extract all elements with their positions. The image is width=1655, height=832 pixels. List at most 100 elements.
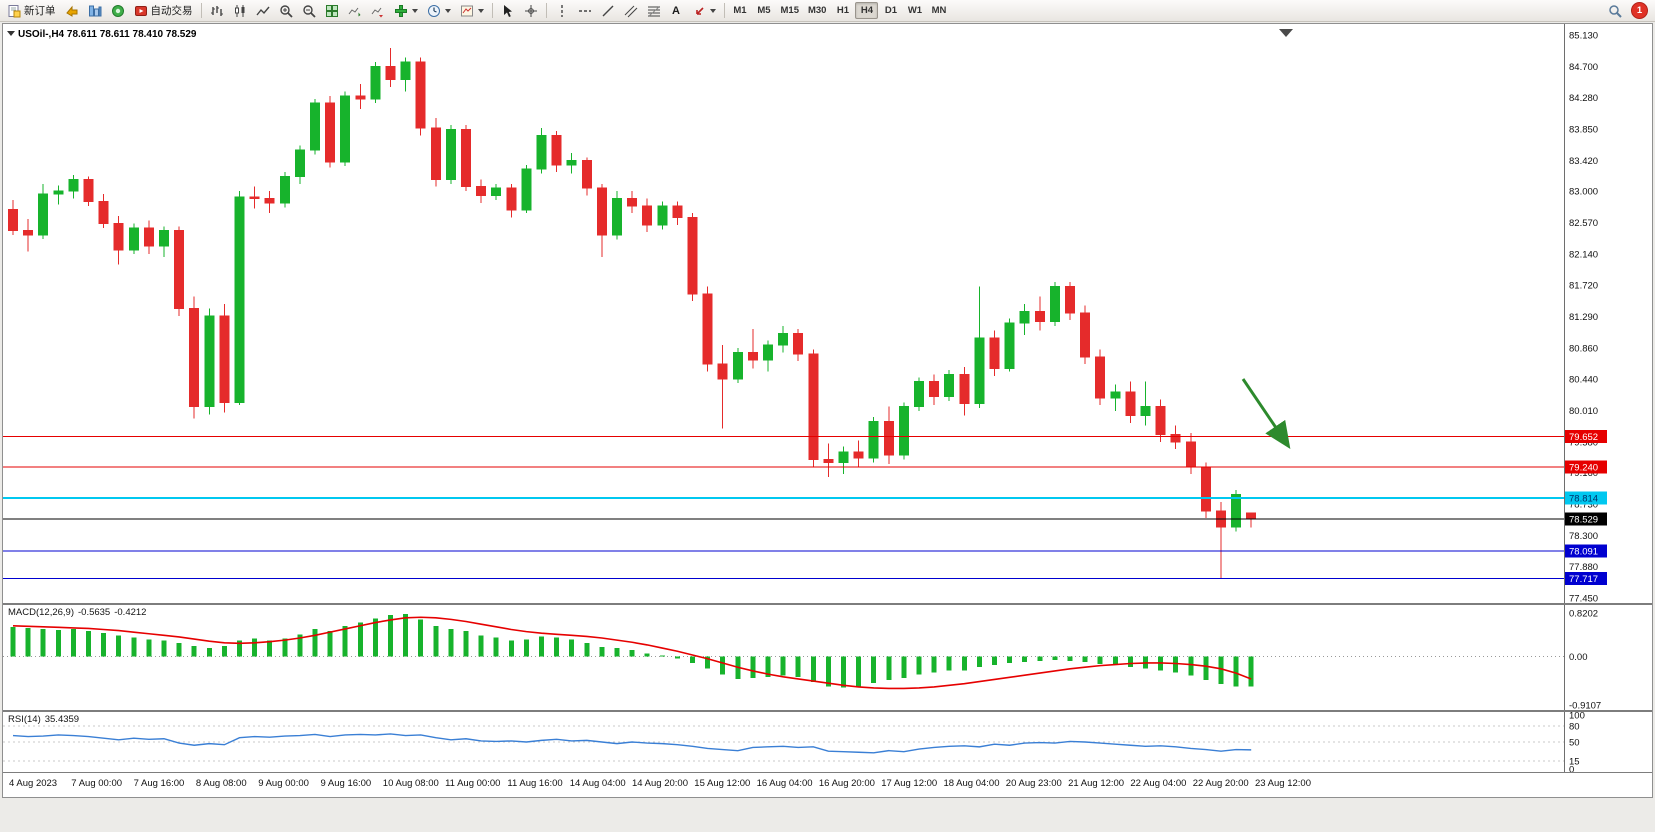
timeframe-h1-button[interactable]: H1 bbox=[831, 2, 854, 19]
cursor-icon bbox=[503, 4, 512, 17]
fibonacci-button[interactable] bbox=[643, 1, 665, 20]
macd-canvas[interactable]: 0.8202 0.00 -0.9107 bbox=[3, 605, 1650, 710]
market-watch-icon bbox=[111, 4, 124, 17]
candlestick-icon bbox=[234, 4, 244, 17]
svg-text:0.00: 0.00 bbox=[1569, 652, 1588, 663]
time-label: 18 Aug 04:00 bbox=[943, 778, 1000, 789]
svg-text:80.440: 80.440 bbox=[1569, 374, 1598, 385]
candle-chart-button[interactable] bbox=[229, 1, 251, 20]
bar-chart-button[interactable] bbox=[206, 1, 228, 20]
price-badges: 79.652 79.240 78.814 78.529 78.091 77.717 bbox=[1565, 430, 1607, 585]
timeframe-m5-button[interactable]: M5 bbox=[753, 2, 776, 19]
price-badge-resistance-1 bbox=[1565, 430, 1607, 444]
svg-text:80.860: 80.860 bbox=[1569, 344, 1598, 355]
text-tool-label: A bbox=[672, 4, 680, 17]
time-axis[interactable]: 4 Aug 2023 7 Aug 00:00 7 Aug 16:00 8 Aug 08… bbox=[3, 773, 1652, 795]
macd-main-value: -0.5635 bbox=[78, 607, 111, 618]
new-order-button[interactable]: 新订单 bbox=[3, 1, 60, 20]
timeframe-m15-button[interactable]: M15 bbox=[777, 2, 803, 19]
svg-text:79.652: 79.652 bbox=[1569, 432, 1598, 443]
macd-axis-labels[interactable]: 0.8202 0.00 -0.9107 bbox=[1569, 609, 1601, 711]
svg-text:83.850: 83.850 bbox=[1569, 124, 1598, 135]
zoom-out-button[interactable] bbox=[298, 1, 320, 20]
dropdown-caret-icon bbox=[411, 8, 418, 13]
macd-signal-line bbox=[12, 616, 1252, 690]
vertical-line-button[interactable] bbox=[551, 1, 573, 20]
bar-chart-icon bbox=[210, 5, 223, 16]
svg-text:0: 0 bbox=[1569, 765, 1574, 773]
trendline-button[interactable] bbox=[597, 1, 619, 20]
auto-trading-button[interactable]: 自动交易 bbox=[130, 1, 197, 20]
trendline-icon bbox=[602, 5, 613, 16]
time-label: 21 Aug 12:00 bbox=[1068, 778, 1125, 789]
rsi-panel[interactable]: 100 80 50 15 0 RSI(14) 35.4359 bbox=[3, 712, 1652, 773]
horizontal-line-icon bbox=[578, 9, 591, 12]
time-label: 14 Aug 20:00 bbox=[632, 778, 688, 789]
svg-text:78.091: 78.091 bbox=[1569, 547, 1598, 558]
timeframe-h4-button[interactable]: H4 bbox=[855, 2, 879, 19]
annotation-arrow[interactable] bbox=[1241, 378, 1291, 449]
cursor-button[interactable] bbox=[497, 1, 519, 20]
clock-icon bbox=[427, 4, 440, 17]
indicators-button[interactable] bbox=[390, 1, 422, 20]
notification-badge[interactable]: 1 bbox=[1631, 2, 1648, 19]
dropdown-caret-icon bbox=[709, 8, 716, 13]
chart-shift-marker[interactable] bbox=[1279, 29, 1293, 37]
price-badge-current-price bbox=[1565, 512, 1607, 526]
toolbar-separator bbox=[723, 3, 725, 18]
time-label: 7 Aug 16:00 bbox=[133, 778, 185, 789]
fibonacci-icon bbox=[647, 6, 660, 16]
one-click-trading-arrow-icon[interactable] bbox=[7, 31, 15, 36]
svg-text:81.720: 81.720 bbox=[1569, 280, 1598, 291]
toolbar-separator bbox=[200, 3, 202, 18]
horizontal-line-button[interactable] bbox=[574, 1, 596, 20]
timeframe-w1-button[interactable]: W1 bbox=[903, 2, 926, 19]
macd-histogram bbox=[10, 614, 1254, 688]
time-label: 7 Aug 00:00 bbox=[71, 778, 123, 789]
macd-panel[interactable]: 0.8202 0.00 -0.9107 MACD(12,26,9) -0.5635 -0… bbox=[3, 605, 1652, 712]
svg-text:78.529: 78.529 bbox=[1569, 514, 1598, 525]
search-icon bbox=[1609, 4, 1622, 18]
timeframe-mn-button[interactable]: MN bbox=[927, 2, 950, 19]
tile-windows-button[interactable] bbox=[321, 1, 343, 20]
time-label: 15 Aug 12:00 bbox=[694, 778, 751, 789]
time-label: 16 Aug 04:00 bbox=[756, 778, 813, 789]
arrows-tool-button[interactable] bbox=[688, 1, 720, 20]
periods-button[interactable] bbox=[423, 1, 455, 20]
charts-button[interactable] bbox=[61, 1, 83, 20]
time-label: 20 Aug 23:00 bbox=[1005, 778, 1062, 789]
main-chart-canvas[interactable]: 85.130 84.700 84.280 83.850 83.420 83.000 82.5… bbox=[3, 24, 1650, 603]
time-label: 10 Aug 08:00 bbox=[382, 778, 439, 789]
horizontal-lines-layer[interactable] bbox=[3, 436, 1564, 579]
zoom-in-button[interactable] bbox=[275, 1, 297, 20]
line-chart-icon bbox=[255, 6, 270, 15]
chart-title: USOil-,H4 78.611 78.611 78.410 78.529 bbox=[18, 29, 196, 40]
text-tool-button[interactable]: A bbox=[666, 1, 687, 20]
chart-shift-button[interactable] bbox=[367, 1, 389, 20]
auto-trading-icon bbox=[134, 5, 147, 16]
channel-button[interactable] bbox=[620, 1, 642, 20]
templates-button[interactable] bbox=[456, 1, 488, 20]
timeframe-m30-button[interactable]: M30 bbox=[804, 2, 830, 19]
timeframe-m1-button[interactable]: M1 bbox=[729, 2, 752, 19]
auto-scroll-button[interactable] bbox=[344, 1, 366, 20]
timeframe-d1-button[interactable]: D1 bbox=[879, 2, 902, 19]
svg-text:78.300: 78.300 bbox=[1569, 531, 1598, 542]
svg-text:50: 50 bbox=[1569, 738, 1580, 749]
svg-text:77.880: 77.880 bbox=[1569, 562, 1598, 573]
search-button[interactable] bbox=[1604, 1, 1626, 20]
crosshair-button[interactable] bbox=[520, 1, 542, 20]
svg-text:-0.9107: -0.9107 bbox=[1569, 701, 1601, 711]
market-watch-button[interactable] bbox=[107, 1, 129, 20]
main-chart-panel[interactable]: 85.130 84.700 84.280 83.850 83.420 83.000 82.5… bbox=[3, 24, 1652, 605]
svg-text:78.814: 78.814 bbox=[1569, 494, 1598, 505]
svg-text:80.010: 80.010 bbox=[1569, 406, 1598, 417]
svg-text:0.8202: 0.8202 bbox=[1569, 609, 1598, 620]
profiles-button[interactable] bbox=[84, 1, 106, 20]
time-label: 8 Aug 08:00 bbox=[195, 778, 247, 789]
rsi-name: RSI(14) bbox=[8, 714, 41, 725]
line-chart-button[interactable] bbox=[252, 1, 274, 20]
tile-windows-icon bbox=[325, 4, 338, 17]
